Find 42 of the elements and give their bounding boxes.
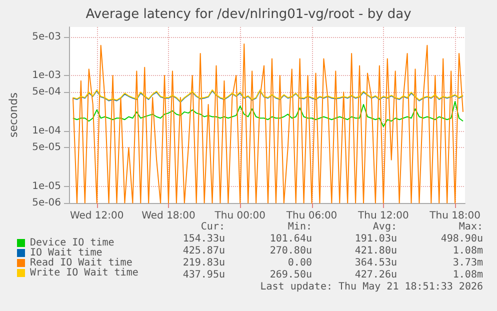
x-tick-label: Thu 12:00	[357, 210, 409, 222]
legend-label: IO Wait time	[30, 248, 102, 258]
x-tick-label: Thu 06:00	[285, 210, 338, 222]
text: 219.83u	[182, 258, 225, 268]
text: 270.80u	[270, 246, 312, 256]
text: 1.08m	[452, 270, 483, 280]
text: 191.03u	[354, 234, 397, 244]
y-tick-label: 1e-04	[32, 125, 61, 136]
y-tick-label: 5e-04	[32, 86, 61, 98]
y-axis-title: seconds	[7, 92, 20, 138]
x-tick-label: Thu 00:00	[214, 210, 266, 222]
text: 0.00	[288, 258, 312, 268]
text: Last update: Thu May 21 18:51:33 2026	[260, 282, 484, 292]
line-series	[72, 44, 464, 204]
y-tick-label: 1e-03	[32, 70, 61, 81]
y-tick-label: 5e-05	[32, 142, 61, 154]
text: 427.26u	[354, 270, 397, 280]
legend-label: Device IO time	[30, 238, 114, 248]
text: 364.53u	[354, 258, 397, 268]
text: 421.80u	[354, 246, 397, 256]
y-tick-label: 5e-03	[32, 31, 61, 42]
text: 154.33u	[182, 234, 225, 244]
legend-label: Read IO Wait time	[30, 258, 132, 268]
text: Cur:	[200, 222, 225, 232]
text: Max:	[458, 222, 483, 232]
x-tick-label: Wed 18:00	[142, 210, 196, 222]
y-tick-label: 5e-06	[32, 198, 61, 208]
text: 498.90u	[440, 234, 483, 244]
x-tick-label: Wed 12:00	[70, 210, 124, 222]
text: Avg:	[372, 222, 397, 232]
legend-label: Write IO Wait time	[30, 268, 138, 278]
text: 101.64u	[270, 234, 312, 244]
text: 437.95u	[182, 270, 225, 280]
text: 1.08m	[452, 246, 483, 256]
chart-title: Average latency for /dev/nlring01-vg/root - by day	[86, 7, 412, 22]
text: Min:	[288, 222, 312, 232]
line-series	[72, 100, 464, 128]
text: 269.50u	[270, 270, 312, 280]
text: 3.73m	[452, 258, 483, 268]
text: 425.87u	[182, 246, 225, 256]
x-tick-label: Thu 18:00	[428, 210, 480, 222]
y-tick-label: 1e-05	[32, 180, 61, 192]
